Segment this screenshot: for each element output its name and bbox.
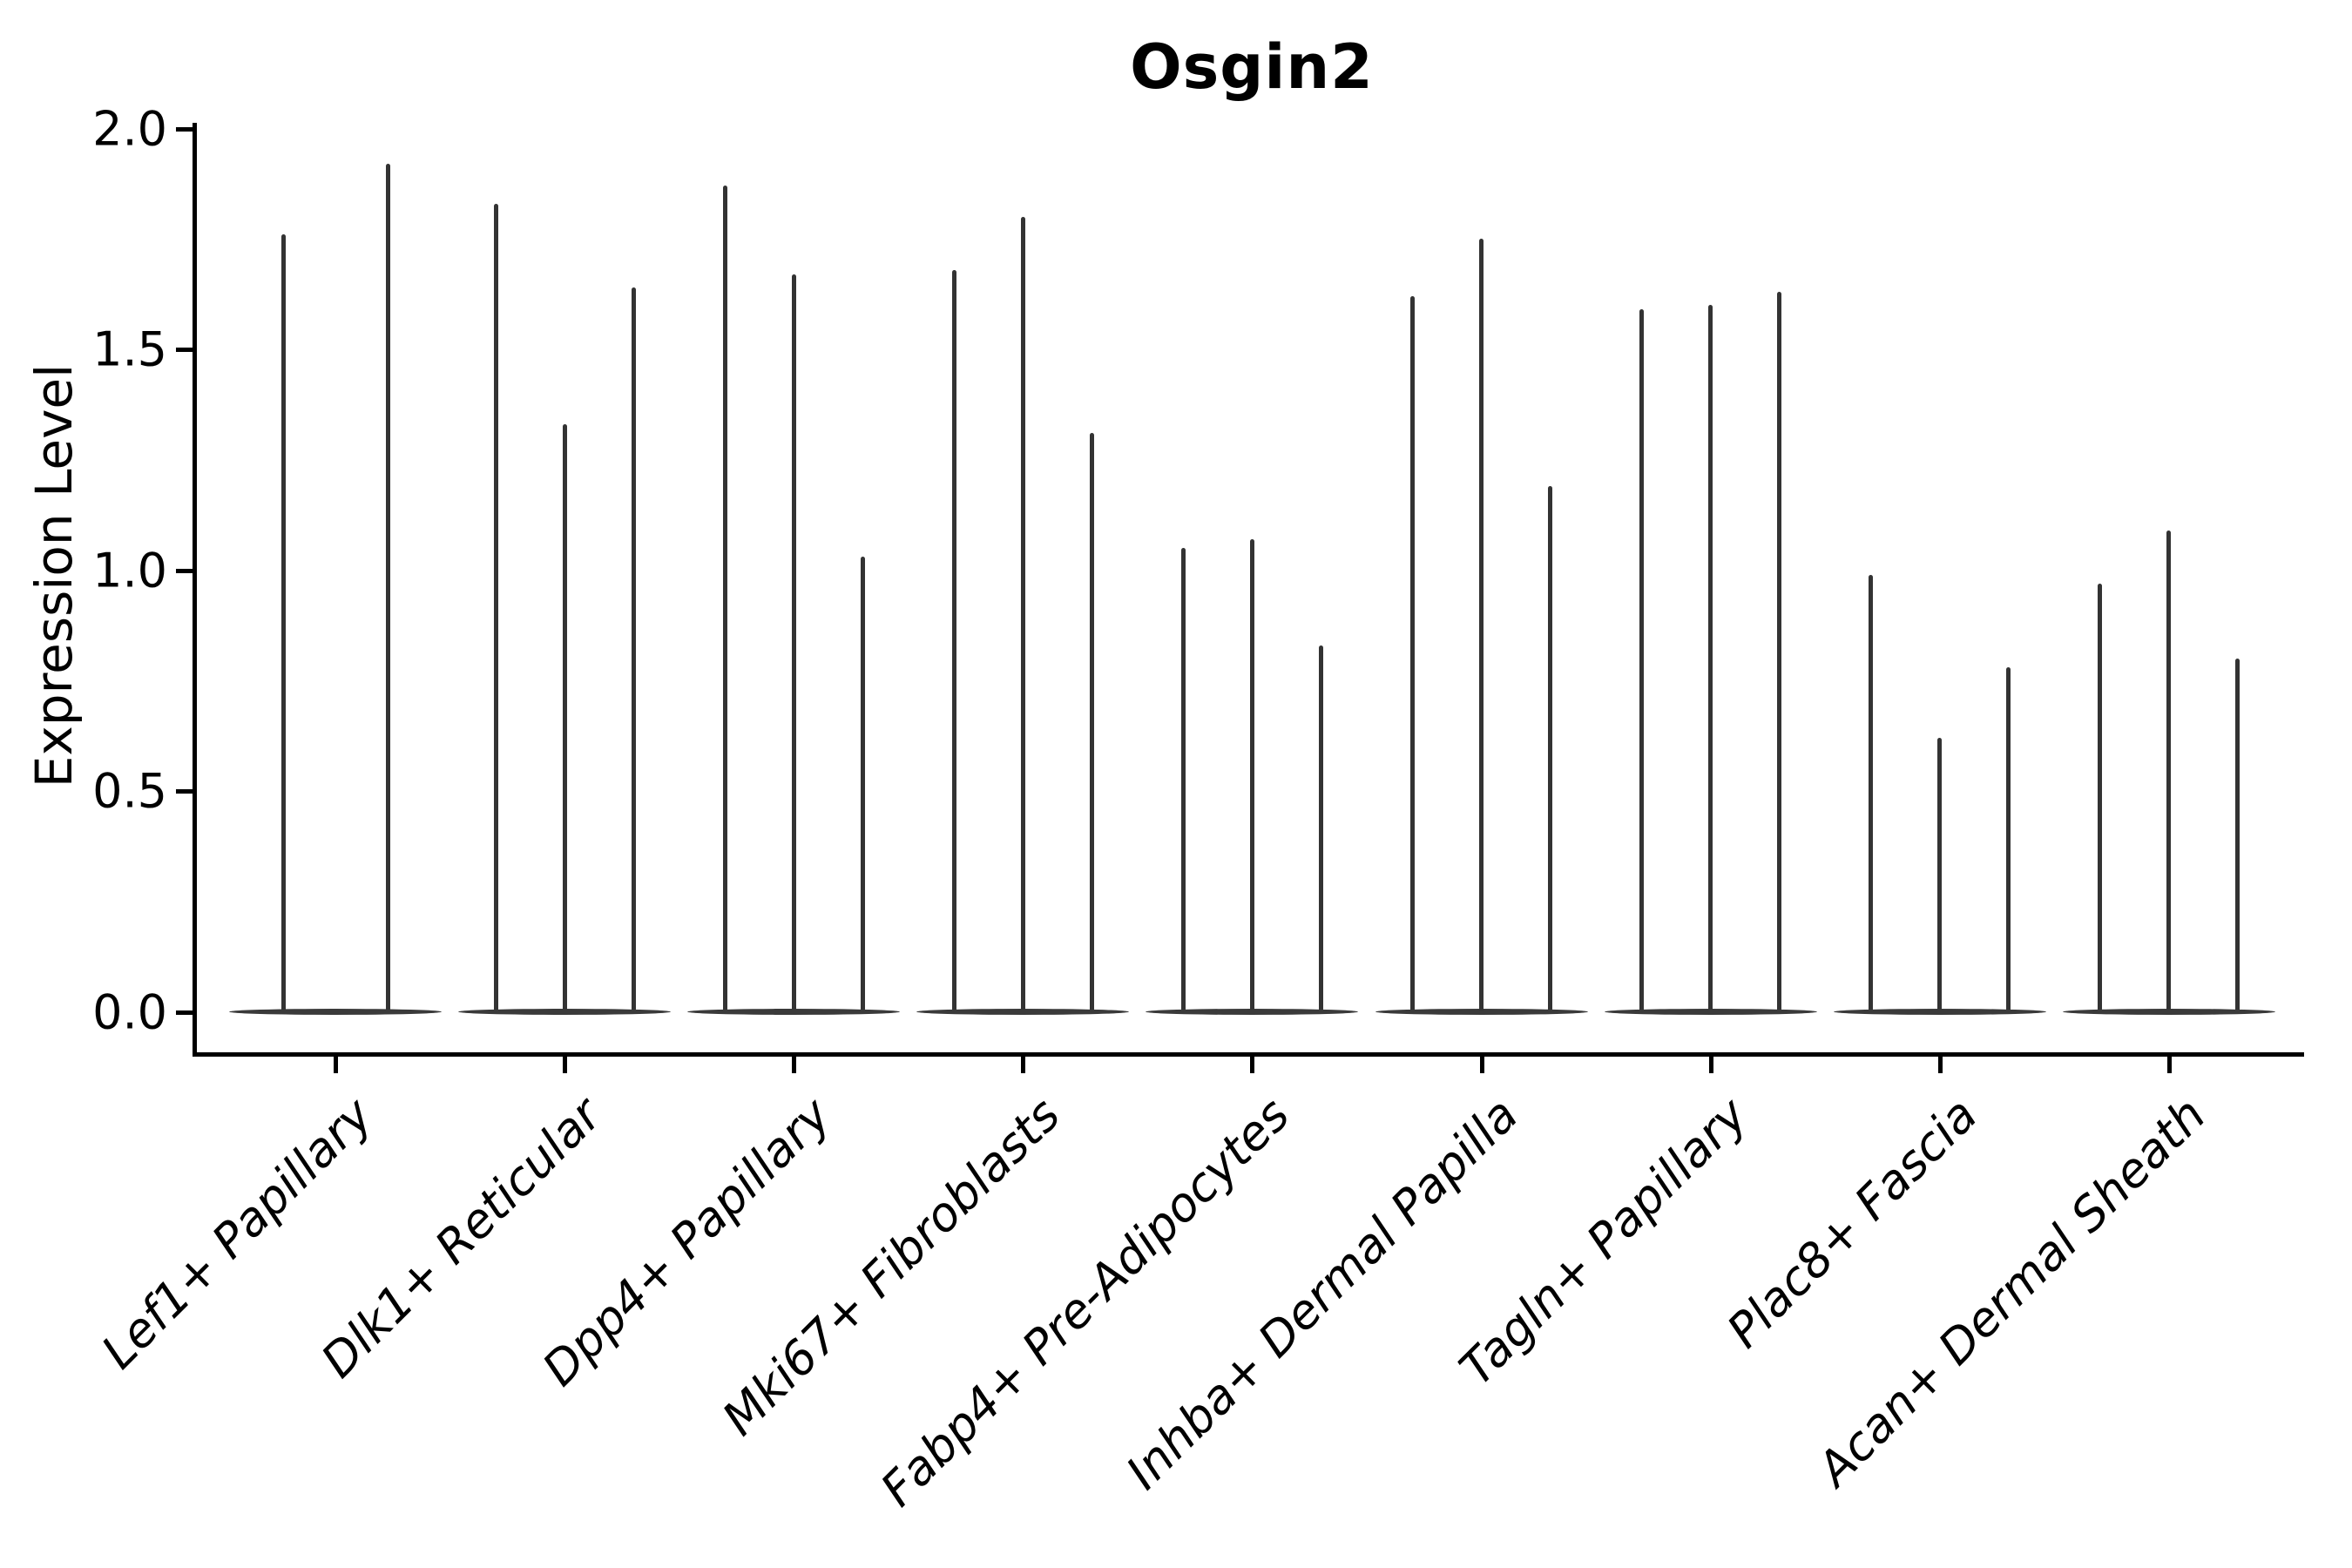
violin-spike (562, 424, 567, 1010)
y-tick-label: 2.0 (92, 101, 167, 156)
violin-spike (493, 203, 498, 1010)
x-tick-mark (2166, 1057, 2172, 1073)
x-axis-spine (193, 1052, 2304, 1057)
violin-spike (1020, 216, 1025, 1010)
violin-spike (1639, 309, 1645, 1010)
violin-spike (631, 287, 636, 1010)
violin-spike (1708, 305, 1713, 1010)
violin-spike (2006, 667, 2011, 1010)
violin-spike (1869, 574, 1874, 1010)
violin-spike (1548, 486, 1552, 1010)
y-tick-label: 0.5 (92, 763, 167, 819)
violin-base (229, 1008, 442, 1015)
x-tick-mark (1937, 1057, 1943, 1073)
x-tick-label: Acan+ Dermal Sheath (1807, 1087, 2217, 1497)
y-tick-mark (176, 126, 193, 132)
violin-base (1375, 1008, 1588, 1015)
x-tick-mark (1708, 1057, 1713, 1073)
violin-spike (2098, 583, 2103, 1010)
violin-spike (860, 557, 865, 1010)
violin-base (916, 1008, 1130, 1015)
y-tick-mark (176, 348, 193, 352)
x-tick-mark (563, 1057, 568, 1073)
x-tick-label: Fabp4+ Pre-Adipocytes (869, 1087, 1300, 1517)
violin-spike (722, 186, 727, 1010)
x-tick-mark (1479, 1057, 1484, 1073)
violin-base (687, 1008, 901, 1015)
y-tick-mark (176, 1010, 193, 1015)
violin-spike (2235, 658, 2240, 1010)
x-tick-label: Inhba+ Dermal Papilla (1116, 1087, 1530, 1500)
violin-base (1146, 1008, 1359, 1015)
violin-spike (1318, 645, 1323, 1010)
violin-base (2062, 1008, 2275, 1015)
y-tick-label: 1.0 (92, 543, 167, 598)
violin-base (1604, 1008, 1817, 1015)
x-tick-mark (1250, 1057, 1255, 1073)
violin-spike (1410, 296, 1415, 1010)
violin-spike (385, 164, 390, 1010)
x-tick-mark (792, 1057, 797, 1073)
violin-spike (951, 269, 956, 1010)
y-tick-label: 1.5 (92, 321, 167, 377)
x-tick-mark (334, 1057, 338, 1073)
violin-spike (1180, 548, 1186, 1010)
chart-title: Osgin2 (1130, 31, 1374, 103)
violin-base (458, 1008, 672, 1015)
violin-spike (1937, 738, 1943, 1010)
violin-spike (1089, 433, 1094, 1010)
violin-spike (280, 234, 286, 1010)
y-tick-mark (176, 568, 193, 573)
y-tick-mark (176, 789, 193, 794)
violin-spike (1479, 239, 1484, 1010)
violin-spike (2166, 530, 2172, 1010)
y-tick-label: 0.0 (92, 984, 167, 1039)
x-tick-mark (1021, 1057, 1026, 1073)
violin-spike (791, 274, 796, 1010)
y-axis-spine (193, 123, 197, 1057)
violin-base (1833, 1008, 2046, 1015)
violin-spike (1777, 292, 1782, 1010)
violin-spike (1249, 539, 1254, 1010)
